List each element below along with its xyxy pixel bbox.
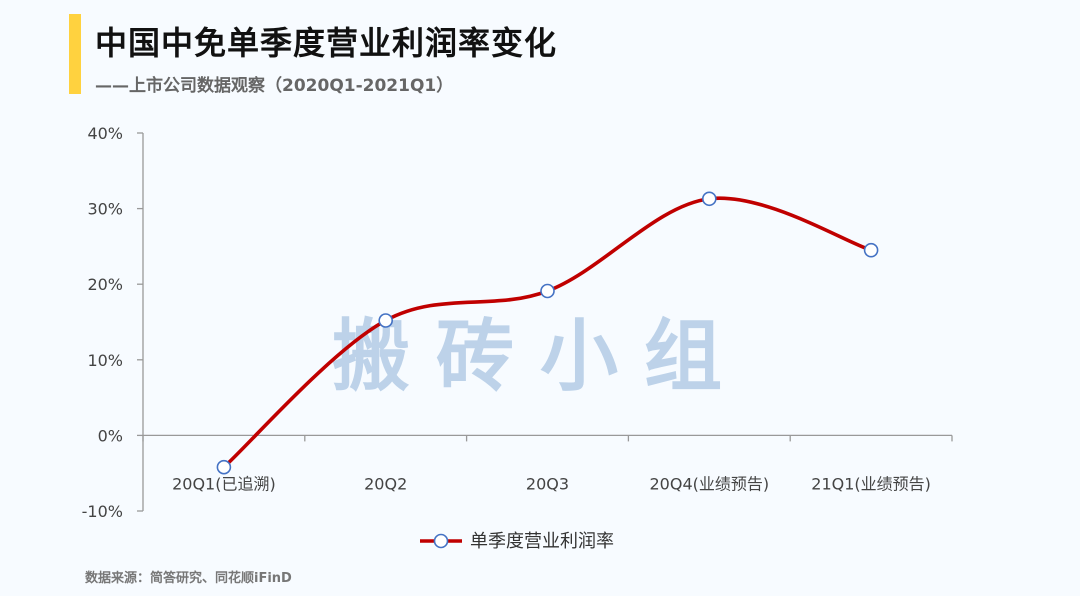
data-point xyxy=(540,283,555,299)
data-source: 数据来源：简答研究、同花顺iFinD xyxy=(85,571,292,586)
y-tick-label: 30% xyxy=(87,200,123,219)
data-point xyxy=(378,313,394,328)
legend-marker xyxy=(433,533,449,549)
y-tick-label: 40% xyxy=(87,124,123,143)
x-tick-label: 21Q1(业绩预告) xyxy=(811,474,931,493)
x-tick-label: 20Q3 xyxy=(526,474,569,493)
data-point xyxy=(863,242,879,258)
x-tick-label: 20Q2 xyxy=(364,474,407,493)
chart-axes: -10% 0% 10% 20% 30% 40% 20Q1(已追溯) 20Q2 20Q3 20Q4(… xyxy=(82,124,953,521)
chart-series xyxy=(216,191,879,475)
chart-subtitle: ——上市公司数据观察（2020Q1-2021Q1） xyxy=(95,76,454,96)
y-tick-label: 0% xyxy=(98,426,123,445)
chart-title: 中国中免单季度营业利润率变化 xyxy=(95,24,558,62)
y-tick-label: 10% xyxy=(87,351,123,370)
y-tick-label: -10% xyxy=(82,502,123,521)
x-tick-label: 20Q4(业绩预告) xyxy=(649,474,769,493)
legend-label: 单季度营业利润率 xyxy=(470,531,614,552)
x-tick-label: 20Q1(已追溯) xyxy=(172,474,276,493)
title-accent-bar xyxy=(69,14,81,94)
watermark-text: 搬砖小组 xyxy=(332,312,748,402)
data-point xyxy=(701,191,717,207)
chart-legend: 单季度营业利润率 xyxy=(420,531,614,552)
data-point xyxy=(216,459,232,475)
y-tick-label: 20% xyxy=(87,275,123,294)
